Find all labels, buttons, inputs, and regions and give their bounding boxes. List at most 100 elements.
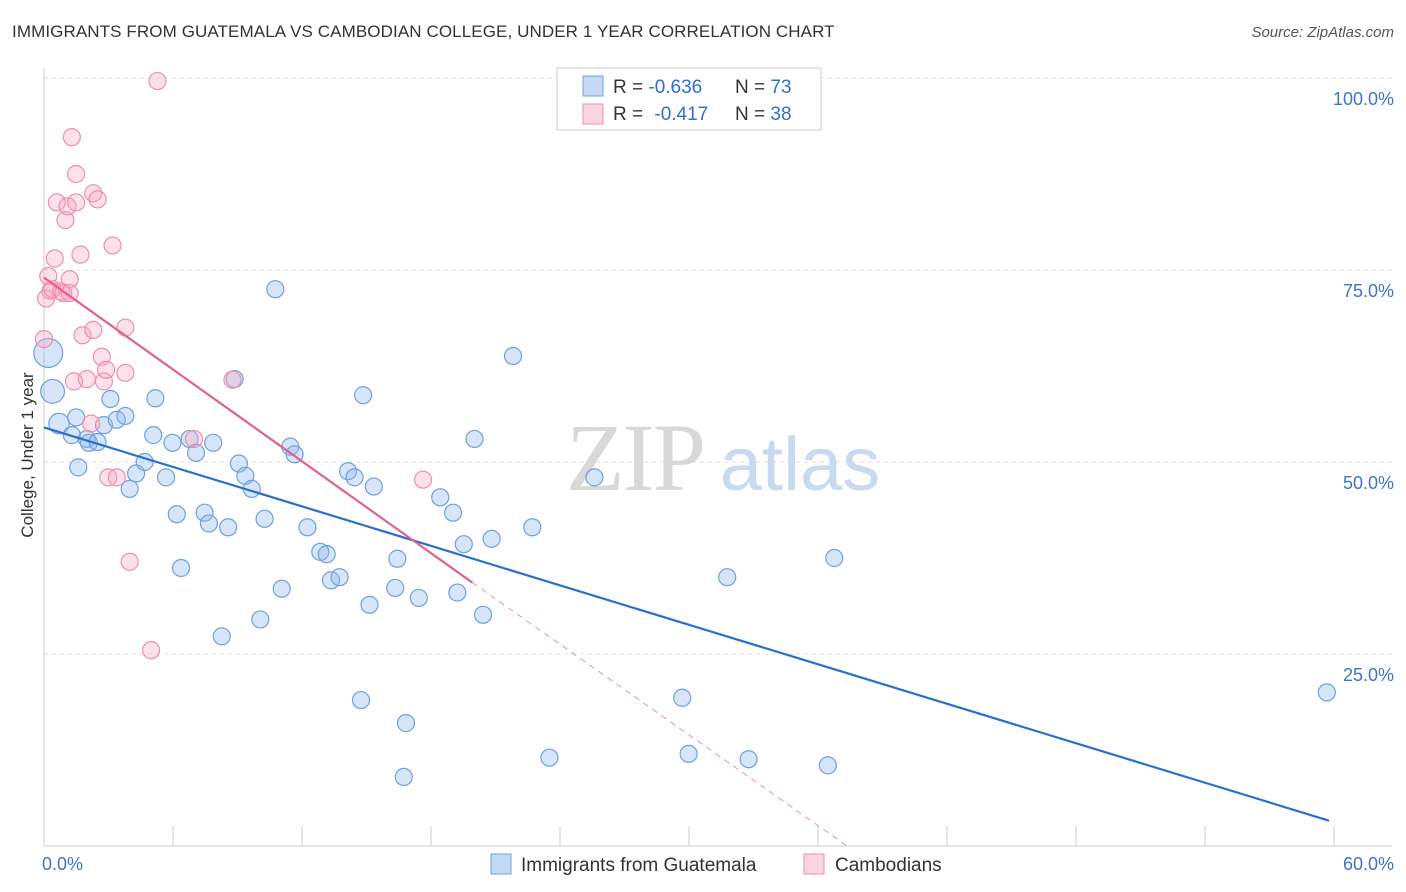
data-point-guatemala xyxy=(448,583,467,602)
svg-text:N = 38: N = 38 xyxy=(735,104,792,125)
data-point-cambodians xyxy=(71,245,90,264)
bottom-legend-label-cambodians: Cambodians xyxy=(835,855,942,876)
legend-swatch-blue xyxy=(582,75,604,97)
data-point-cambodians xyxy=(73,326,92,345)
data-point-guatemala xyxy=(386,578,405,598)
data-point-guatemala xyxy=(394,767,413,786)
data-point-cambodians xyxy=(47,193,66,212)
data-point-guatemala xyxy=(673,688,692,707)
data-point-guatemala xyxy=(330,568,349,587)
chart-title: IMMIGRANTS FROM GUATEMALA VS CAMBODIAN C… xyxy=(12,22,835,41)
legend-n-label-pink: N = xyxy=(735,104,770,125)
source-credit: Source: ZipAtlas.com xyxy=(1251,24,1394,41)
data-point-cambodians xyxy=(94,372,114,391)
data-point-guatemala xyxy=(156,468,176,487)
legend-r-value-pink: -0.417 xyxy=(654,104,708,125)
data-point-cambodians xyxy=(77,369,96,389)
data-point-cambodians xyxy=(184,429,204,449)
data-point-cambodians xyxy=(62,128,81,147)
series-cambodians-points xyxy=(34,71,433,660)
data-point-cambodians xyxy=(116,363,135,383)
data-point-guatemala xyxy=(409,588,428,608)
data-point-cambodians xyxy=(97,360,116,379)
data-point-guatemala xyxy=(1317,683,1336,702)
data-point-cambodians xyxy=(60,283,79,303)
data-point-guatemala xyxy=(272,579,291,598)
data-point-cambodians xyxy=(34,330,54,349)
svg-text:N = 73: N = 73 xyxy=(735,77,792,98)
data-point-guatemala xyxy=(33,337,64,368)
data-point-guatemala xyxy=(454,535,473,554)
data-point-cambodians xyxy=(82,414,101,433)
y-tick-label: 50.0% xyxy=(1343,473,1394,493)
legend-r-value-blue: -0.636 xyxy=(648,77,702,98)
data-point-guatemala xyxy=(523,518,542,537)
data-point-guatemala xyxy=(360,595,379,614)
legend-r-label-pink: R = xyxy=(613,104,648,125)
data-point-guatemala xyxy=(465,429,484,449)
data-point-cambodians xyxy=(120,552,139,571)
data-point-guatemala xyxy=(298,518,317,537)
data-point-guatemala xyxy=(101,389,120,409)
legend-n-value-blue: 73 xyxy=(770,77,791,98)
data-point-cambodians xyxy=(413,470,433,489)
data-point-guatemala xyxy=(388,549,407,568)
data-point-cambodians xyxy=(84,320,103,340)
bottom-legend-swatch-pink xyxy=(803,853,825,875)
data-point-guatemala xyxy=(167,505,186,524)
bottom-legend-swatch-blue xyxy=(490,853,512,875)
watermark-atlas: atlas xyxy=(720,422,881,507)
data-point-guatemala xyxy=(251,610,270,629)
data-point-guatemala xyxy=(431,488,450,507)
legend-box: R = -0.636 N = 73 R = -0.417 N = 38 xyxy=(556,67,822,131)
data-point-guatemala xyxy=(48,412,70,435)
data-point-guatemala xyxy=(718,568,737,587)
data-point-guatemala xyxy=(120,479,139,498)
data-point-cambodians xyxy=(67,193,86,212)
data-point-guatemala xyxy=(163,433,182,452)
data-point-guatemala xyxy=(195,503,214,522)
data-point-cambodians xyxy=(223,370,242,389)
y-tick-labels: 25.0% 50.0% 75.0% 100.0% xyxy=(1333,89,1394,685)
data-point-guatemala xyxy=(818,756,837,775)
data-point-cambodians xyxy=(60,270,79,289)
data-point-guatemala xyxy=(482,529,501,548)
legend-r-label-blue: R = xyxy=(613,77,648,98)
data-point-guatemala xyxy=(345,468,364,487)
data-point-guatemala xyxy=(585,468,604,487)
data-point-guatemala xyxy=(825,548,844,568)
x-tick-label-min: 0.0% xyxy=(42,854,83,874)
data-point-guatemala xyxy=(212,627,231,646)
data-point-guatemala xyxy=(255,509,274,528)
trend-line-cambodians xyxy=(43,276,473,584)
data-point-cambodians xyxy=(67,164,86,184)
y-tick-label: 75.0% xyxy=(1343,281,1394,301)
x-axis-ticks xyxy=(43,826,1335,846)
data-point-guatemala xyxy=(679,744,698,763)
data-point-guatemala xyxy=(266,280,285,299)
data-point-guatemala xyxy=(40,378,66,404)
data-point-guatemala xyxy=(146,389,165,408)
data-point-guatemala xyxy=(186,443,206,462)
legend-swatch-pink xyxy=(582,103,604,125)
data-point-cambodians xyxy=(107,468,126,487)
data-point-guatemala xyxy=(107,410,126,429)
data-point-guatemala xyxy=(171,558,191,578)
data-point-cambodians xyxy=(141,641,161,660)
data-point-guatemala xyxy=(540,748,559,767)
data-point-cambodians xyxy=(103,236,122,255)
data-point-guatemala xyxy=(354,386,373,405)
data-point-guatemala xyxy=(351,690,371,710)
legend-n-label-blue: N = xyxy=(735,77,770,98)
data-point-guatemala xyxy=(317,545,336,564)
data-point-guatemala xyxy=(364,477,383,496)
data-point-cambodians xyxy=(58,197,77,216)
data-point-guatemala xyxy=(144,426,163,445)
data-point-guatemala xyxy=(443,503,463,522)
trend-line-cambodians-extension xyxy=(472,582,848,847)
data-point-cambodians xyxy=(148,71,167,91)
data-point-cambodians xyxy=(116,318,135,337)
data-point-guatemala xyxy=(199,514,219,533)
data-point-cambodians xyxy=(88,190,107,209)
data-point-cambodians xyxy=(45,249,64,268)
